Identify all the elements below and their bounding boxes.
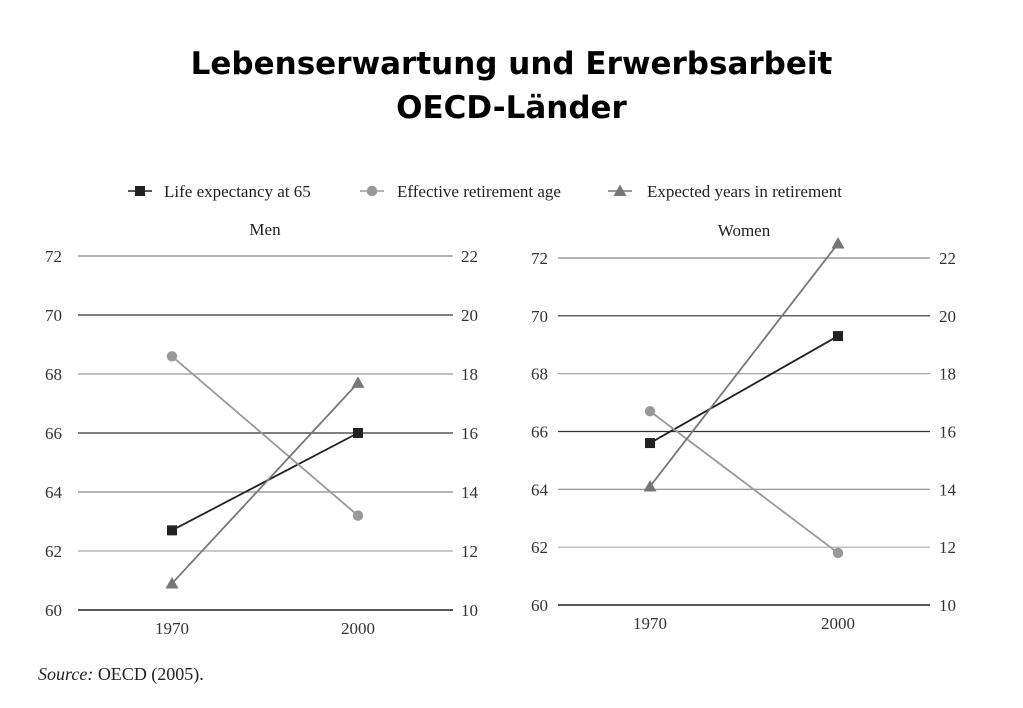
y-tick-left: 72 xyxy=(531,249,548,268)
title-line-2: OECD-Länder xyxy=(396,90,627,126)
series-line-effective-retirement-age xyxy=(649,410,839,554)
point-effective-retirement-age-1970 xyxy=(644,406,656,417)
point-expected-years-in-retirement-1970 xyxy=(165,576,179,589)
source-label: Source: xyxy=(38,664,94,684)
panel-title: Men xyxy=(249,220,281,239)
y-tick-right: 14 xyxy=(939,480,957,499)
y-tick-right: 12 xyxy=(939,538,956,557)
chart-panel-women: Women 60 62 64 66 68 70 72 10 12 14 16 18 20 22 1970 200… xyxy=(531,221,957,633)
y-tick-left: 64 xyxy=(531,480,549,499)
point-expected-years-in-retirement-1970 xyxy=(643,479,657,492)
point-life-expectancy-at-65-1970 xyxy=(167,525,177,536)
point-expected-years-in-retirement-2000 xyxy=(831,237,845,249)
y-tick-left: 60 xyxy=(531,596,548,615)
y-tick-right: 16 xyxy=(939,423,956,442)
y-tick-left: 68 xyxy=(531,365,548,384)
legend-marker-life-expectancy-at-65 xyxy=(135,186,145,196)
chart-legend: Life expectancy at 65 Effective retiremen… xyxy=(128,182,842,201)
y-tick-left: 66 xyxy=(45,424,62,443)
point-effective-retirement-age-2000 xyxy=(832,547,844,559)
series-line-expected-years-in-retirement xyxy=(171,382,359,585)
y-tick-right: 10 xyxy=(939,596,956,615)
y-tick-right: 10 xyxy=(461,601,478,620)
y-tick-left: 68 xyxy=(45,365,62,384)
point-effective-retirement-age-1970 xyxy=(166,351,178,362)
panel-title: Women xyxy=(718,221,771,240)
legend-label-life-expectancy-at-65: Life expectancy at 65 xyxy=(164,182,311,201)
point-effective-retirement-age-2000 xyxy=(352,510,364,521)
y-tick-right: 22 xyxy=(939,249,956,268)
y-tick-left: 64 xyxy=(45,483,63,502)
y-tick-right: 18 xyxy=(939,365,956,384)
series-line-effective-retirement-age xyxy=(171,355,359,517)
point-life-expectancy-at-65-2000 xyxy=(353,428,363,438)
chart-panel-men: Men 60 62 64 66 68 70 72 10 12 14 16 18 20 22 1970 2000 xyxy=(45,220,479,638)
y-tick-right: 20 xyxy=(461,306,478,325)
y-tick-left: 60 xyxy=(45,601,62,620)
y-tick-right: 16 xyxy=(461,424,478,443)
legend-label-expected-years-in-retirement: Expected years in retirement xyxy=(647,182,842,201)
x-tick: 2000 xyxy=(821,614,855,633)
title-line-1: Lebenserwartung und Erwerbsarbeit xyxy=(190,46,833,82)
series-line-life-expectancy-at-65 xyxy=(171,432,359,532)
source-text: OECD (2005). xyxy=(97,664,204,684)
y-tick-left: 72 xyxy=(45,247,62,266)
y-tick-right: 14 xyxy=(461,483,479,502)
y-tick-left: 66 xyxy=(531,423,548,442)
series-line-expected-years-in-retirement xyxy=(649,242,839,487)
series-line-life-expectancy-at-65 xyxy=(649,335,839,444)
x-tick: 1970 xyxy=(633,614,667,633)
y-tick-right: 18 xyxy=(461,365,478,384)
y-tick-left: 62 xyxy=(531,538,548,557)
y-tick-right: 20 xyxy=(939,307,956,326)
point-life-expectancy-at-65-2000 xyxy=(833,331,843,342)
y-tick-left: 70 xyxy=(531,307,548,326)
legend-label-effective-retirement-age: Effective retirement age xyxy=(397,182,561,201)
y-tick-right: 22 xyxy=(461,247,478,266)
point-life-expectancy-at-65-1970 xyxy=(645,438,655,449)
x-tick: 2000 xyxy=(341,619,375,638)
y-tick-right: 12 xyxy=(461,542,478,561)
legend-marker-expected-years-in-retirement xyxy=(613,184,627,196)
point-expected-years-in-retirement-2000 xyxy=(351,376,365,388)
page-title: Lebenserwartung und Erwerbsarbeit OECD-L… xyxy=(0,42,1023,130)
y-tick-left: 62 xyxy=(45,542,62,561)
source-note: Source: OECD (2005). xyxy=(38,664,204,685)
y-tick-left: 70 xyxy=(45,306,62,325)
legend-marker-effective-retirement-age xyxy=(366,185,378,197)
x-tick: 1970 xyxy=(155,619,189,638)
